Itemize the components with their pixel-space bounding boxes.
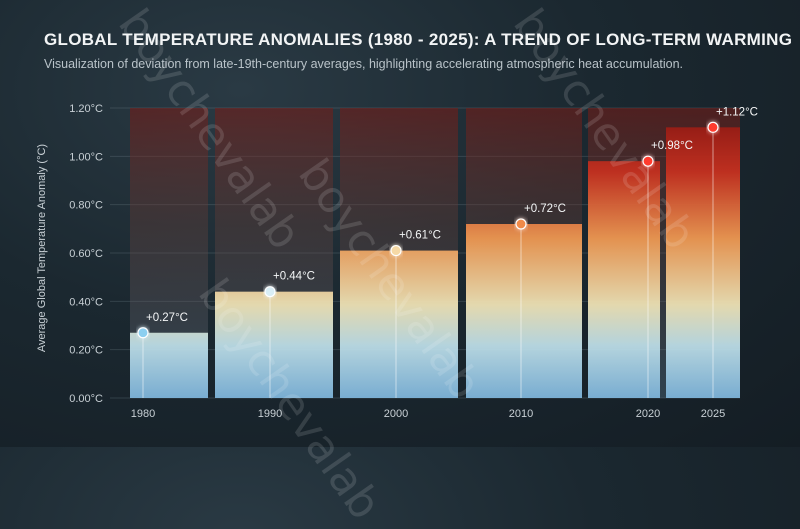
data-point (642, 155, 654, 167)
bar (340, 250, 458, 398)
y-tick-label: 0.20°C (69, 345, 103, 357)
bar (588, 161, 660, 398)
y-tick-label: 0.60°C (69, 248, 103, 260)
data-labels: +0.27°C +0.44°C +0.61°C +0.72°C +0.98°C +1.12… (146, 106, 758, 323)
data-label: +1.12°C (716, 106, 758, 118)
data-point (390, 244, 402, 257)
data-point (515, 218, 527, 230)
x-tick-label: 2010 (509, 408, 533, 420)
chart-subtitle: Visualization of deviation from late-19t… (44, 57, 684, 71)
data-label: +0.72°C (524, 203, 566, 215)
data-label: +0.98°C (651, 140, 693, 152)
temperature-chart: 0.00°C 0.20°C 0.40°C 0.60°C 0.80°C 1.00°C 1.20… (69, 103, 758, 420)
x-tick-label: 2020 (636, 408, 660, 420)
x-tick-label: 1990 (258, 408, 282, 420)
y-tick-label: 1.00°C (69, 151, 103, 163)
data-label: +0.27°C (146, 312, 188, 324)
bar (466, 224, 582, 398)
bars (130, 127, 740, 398)
y-tick-label: 1.20°C (69, 103, 103, 115)
chart-title: GLOBAL TEMPERATURE ANOMALIES (1980 - 202… (44, 30, 793, 49)
bar (130, 332, 208, 398)
x-tick-label: 2025 (701, 408, 725, 420)
bar (666, 127, 740, 398)
data-point (707, 121, 719, 133)
x-tick-label: 1980 (131, 408, 155, 420)
axis-ticks: 0.00°C 0.20°C 0.40°C 0.60°C 0.80°C 1.00°C 1.20… (69, 103, 725, 420)
y-tick-label: 0.80°C (69, 200, 103, 212)
x-tick-label: 2000 (384, 408, 408, 420)
data-label: +0.61°C (399, 230, 441, 242)
step-line (123, 121, 747, 339)
data-point (137, 327, 149, 339)
y-tick-label: 0.00°C (69, 393, 103, 405)
data-point (264, 286, 276, 298)
data-label: +0.44°C (273, 271, 315, 283)
y-tick-label: 0.40°C (69, 296, 103, 308)
bar (215, 291, 333, 398)
